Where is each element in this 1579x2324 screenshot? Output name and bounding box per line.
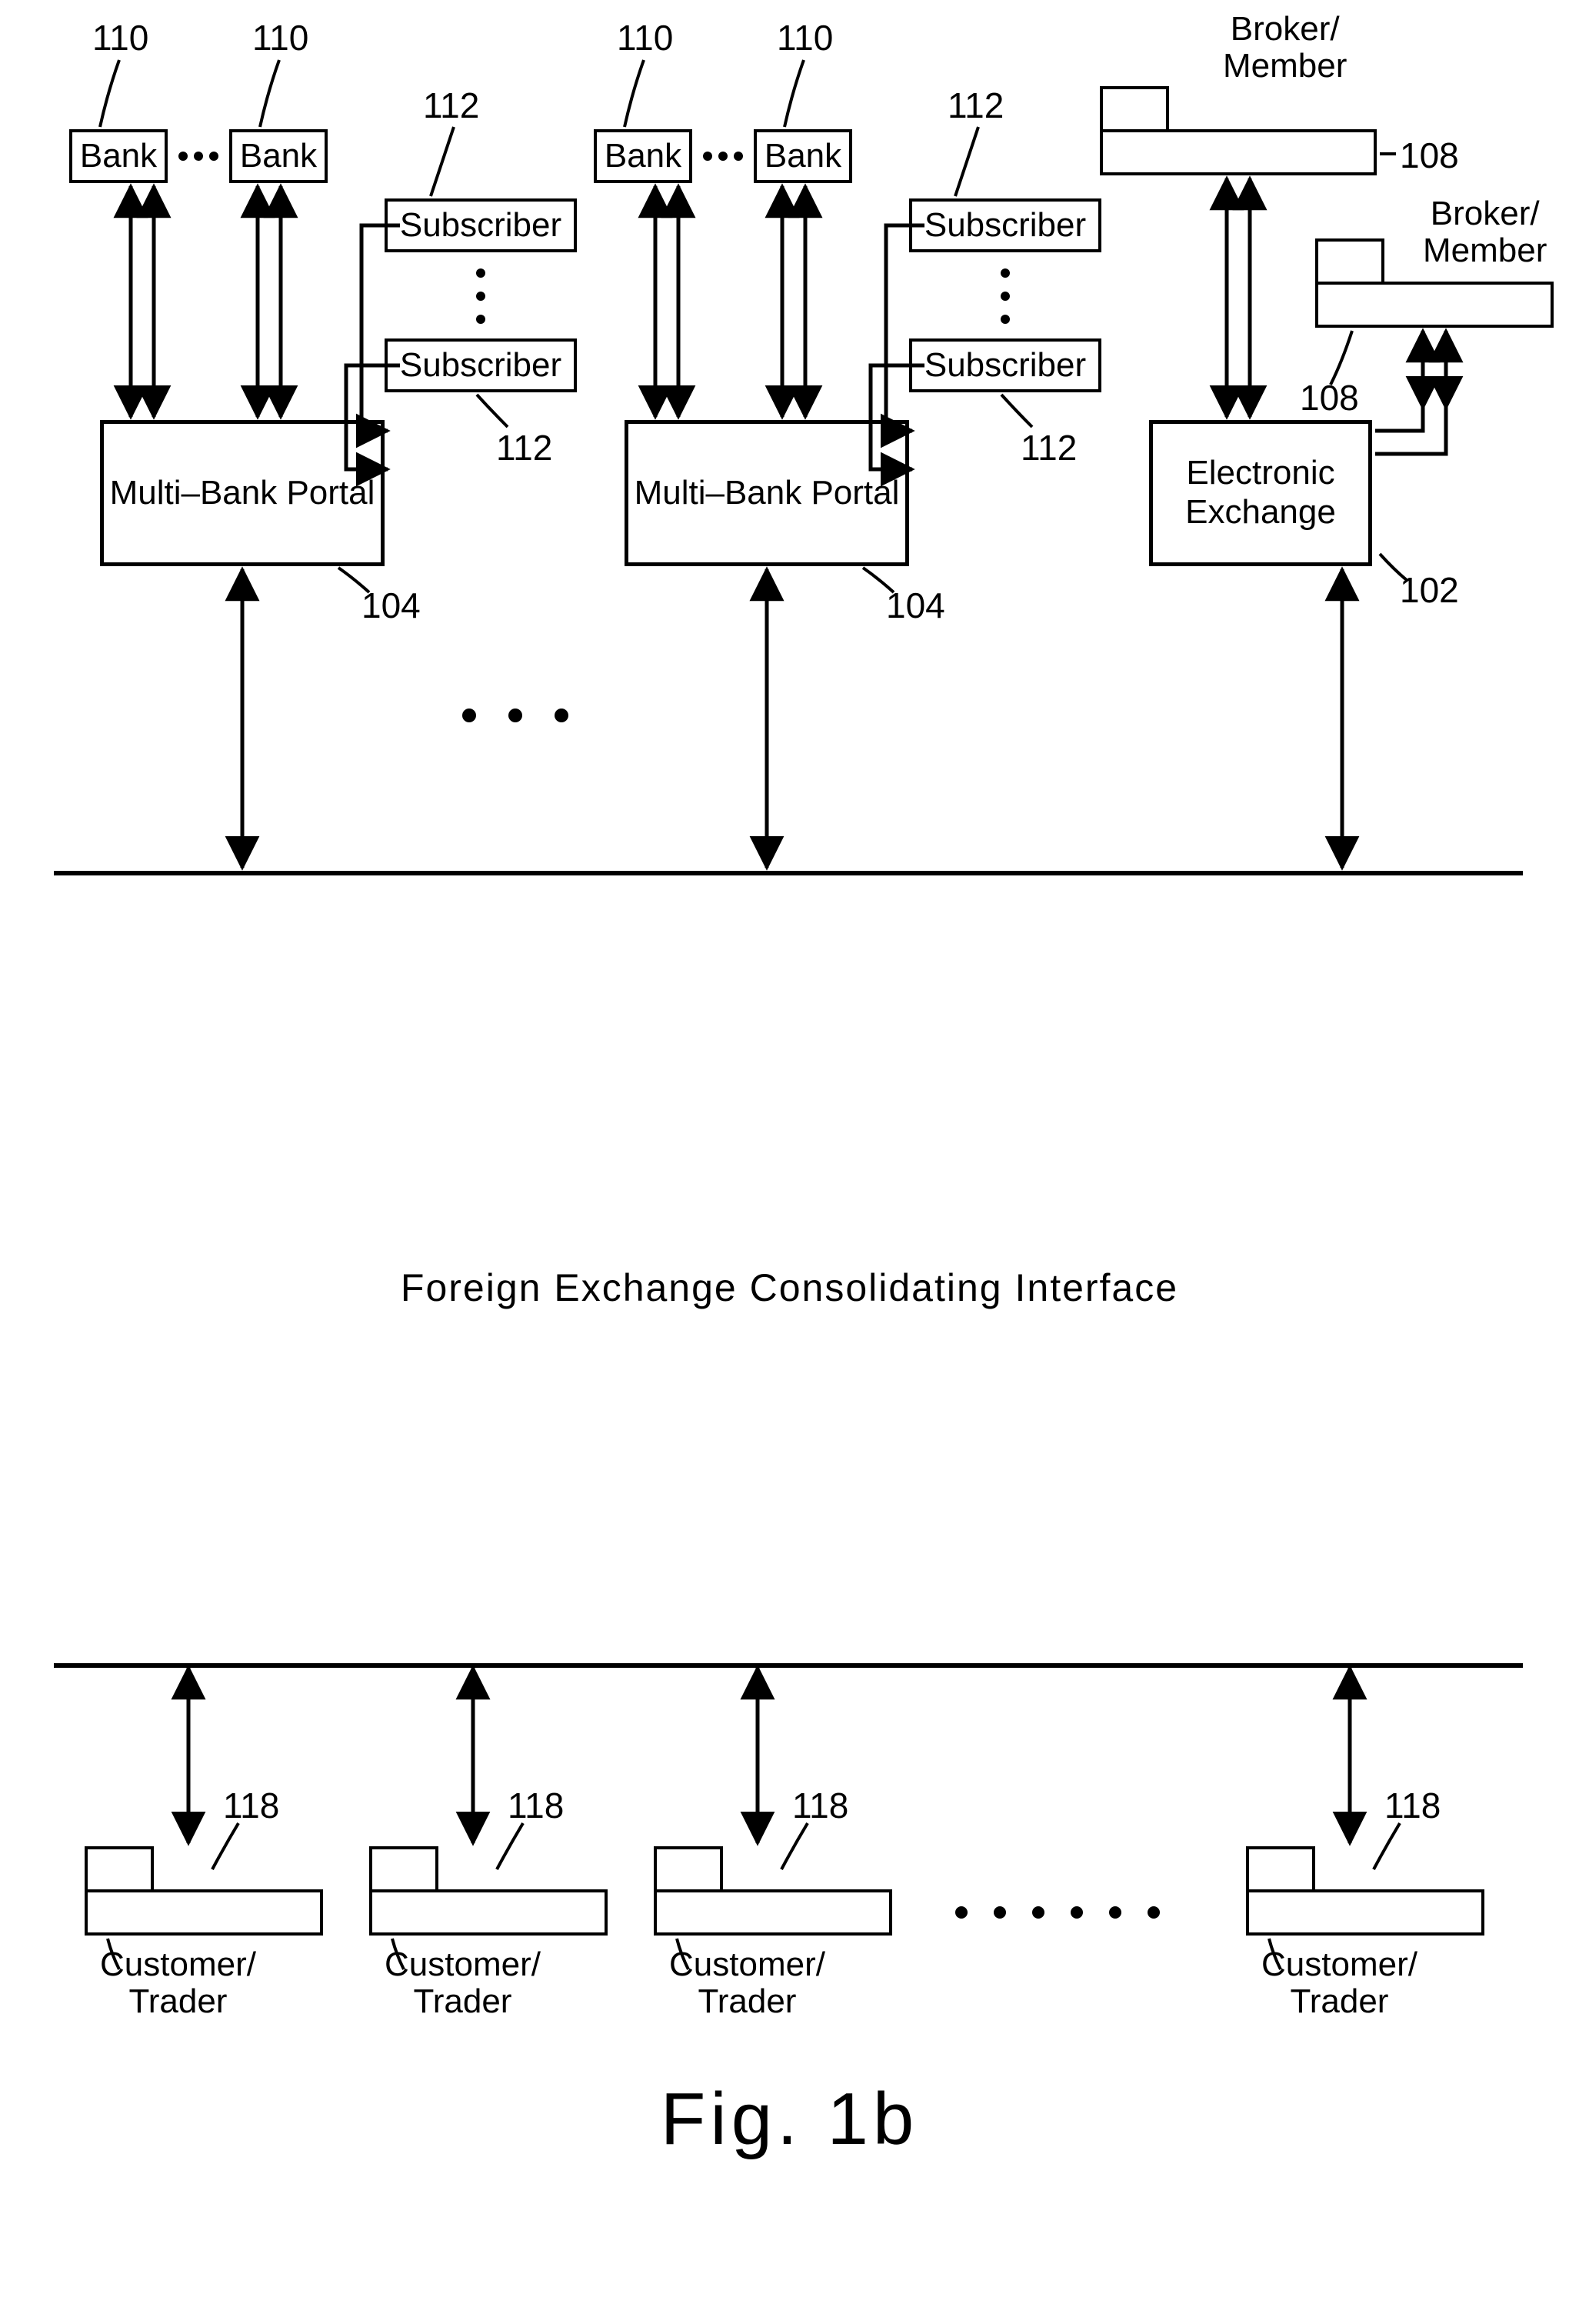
portal-node-2-ref: 104 (886, 585, 945, 626)
customer-terminal-2-tower (369, 1846, 438, 1892)
customer-terminal-2-base (369, 1889, 608, 1936)
broker-terminal-1-ref: 108 (1400, 135, 1459, 176)
exchange-node-label: Electronic Exchange (1153, 454, 1368, 532)
bank-node-2-label: Bank (240, 137, 317, 175)
bus-bar-top (54, 871, 1523, 875)
subscriber-node-2b-label: Subscriber (924, 346, 1086, 385)
portal-node-1-label: Multi–Bank Portal (110, 474, 375, 513)
customer-terminal-4-label: Customer/ Trader (1261, 1946, 1417, 2021)
customer-terminal-2-label: Customer/ Trader (385, 1946, 541, 2021)
subscriber-node-2a: Subscriber (909, 198, 1101, 252)
bank-node-1: Bank (69, 129, 168, 183)
portal-node-1-ref: 104 (361, 585, 421, 626)
customer-terminal-1-tower (85, 1846, 154, 1892)
bank-node-2: Bank (229, 129, 328, 183)
diagram-title: Foreign Exchange Consolidating Interface (0, 1265, 1579, 1310)
customer-terminal-3-tower (654, 1846, 723, 1892)
subscriber-node-1b-ref: 112 (496, 427, 552, 468)
exchange-node-ref: 102 (1400, 569, 1459, 611)
subscriber-node-2b: Subscriber (909, 338, 1101, 392)
customer-terminal-3-ref: 118 (792, 1785, 848, 1826)
subscriber-node-2b-ref: 112 (1021, 427, 1077, 468)
customer-terminal-3-label: Customer/ Trader (669, 1946, 825, 2021)
portal-node-2: Multi–Bank Portal (625, 420, 909, 566)
bank-node-4-ref: 110 (777, 17, 833, 58)
customer-terminal-4-base (1246, 1889, 1484, 1936)
customer-terminal-4-ref: 118 (1384, 1785, 1441, 1826)
customer-terminal-3-base (654, 1889, 892, 1936)
customer-terminal-1-label: Customer/ Trader (100, 1946, 256, 2021)
bank-node-3: Bank (594, 129, 692, 183)
subscriber-node-1a-ref: 112 (423, 85, 479, 126)
bank-node-4-label: Bank (765, 137, 841, 175)
customer-terminal-1-ref: 118 (223, 1785, 279, 1826)
bus-bar-bottom (54, 1663, 1523, 1668)
portal-node-2-label: Multi–Bank Portal (635, 474, 900, 513)
bank-node-1-ref: 110 (92, 17, 148, 58)
bank-node-3-ref: 110 (617, 17, 673, 58)
subscriber-node-2a-label: Subscriber (924, 206, 1086, 245)
subscriber-node-1b: Subscriber (385, 338, 577, 392)
bank-node-4: Bank (754, 129, 852, 183)
customer-terminal-1-base (85, 1889, 323, 1936)
subscriber-node-2a-ref: 112 (948, 85, 1004, 126)
bank-node-2-ref: 110 (252, 17, 308, 58)
broker-terminal-1-tower (1100, 86, 1169, 132)
diagram-canvas: Bank 110 Bank 110 Bank 110 Bank 110 Subs… (0, 0, 1579, 2324)
broker-terminal-1-base (1100, 129, 1377, 175)
broker-terminal-2-label: Broker/ Member (1423, 195, 1547, 270)
broker-terminal-2-ref: 108 (1300, 377, 1359, 418)
bank-node-1-label: Bank (80, 137, 157, 175)
bank-node-3-label: Bank (605, 137, 681, 175)
broker-terminal-2-tower (1315, 238, 1384, 285)
customer-terminal-4-tower (1246, 1846, 1315, 1892)
exchange-node: Electronic Exchange (1149, 420, 1372, 566)
subscriber-node-1a: Subscriber (385, 198, 577, 252)
portal-node-1: Multi–Bank Portal (100, 420, 385, 566)
broker-terminal-2-base (1315, 282, 1554, 328)
figure-caption: Fig. 1b (0, 2077, 1579, 2162)
broker-terminal-1-label: Broker/ Member (1223, 11, 1347, 85)
subscriber-node-1b-label: Subscriber (400, 346, 561, 385)
customer-terminal-2-ref: 118 (508, 1785, 564, 1826)
subscriber-node-1a-label: Subscriber (400, 206, 561, 245)
